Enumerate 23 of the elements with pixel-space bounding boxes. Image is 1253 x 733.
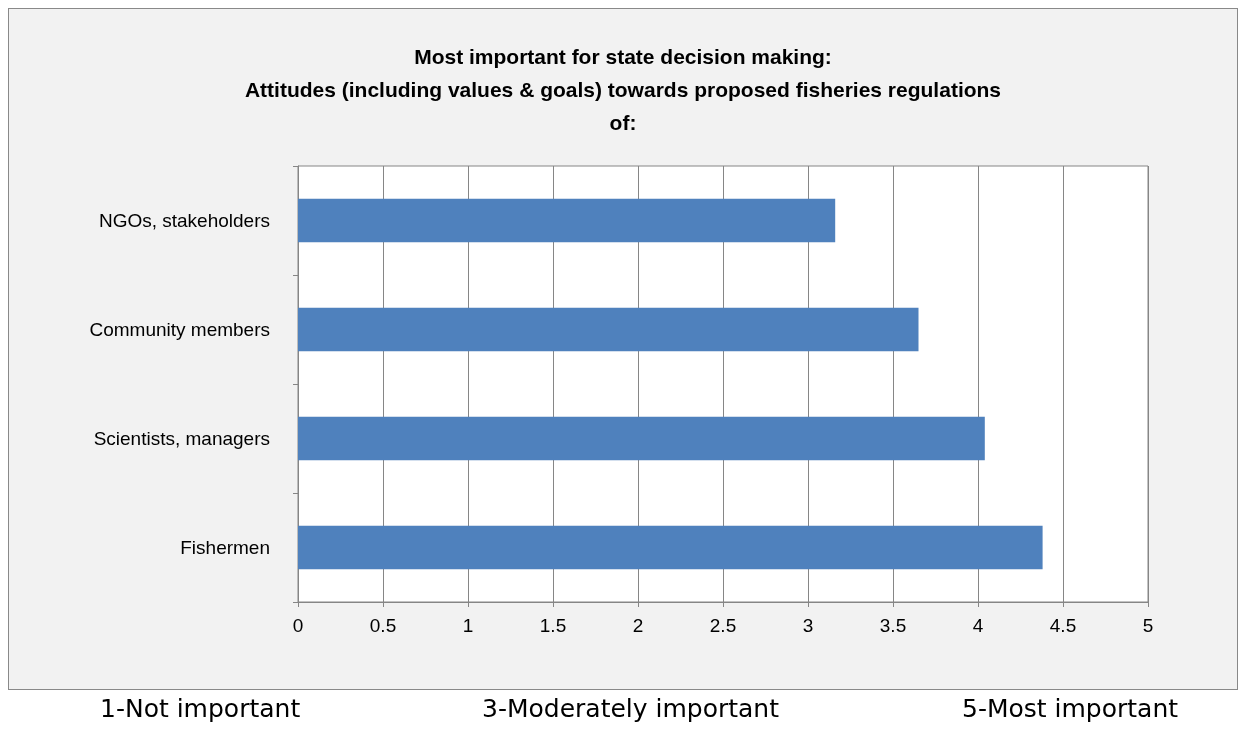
x-tick-label: 3 bbox=[802, 615, 814, 636]
text: 3-Moderately important bbox=[482, 694, 780, 723]
y-tick-label: Community members bbox=[89, 319, 270, 340]
bar bbox=[298, 525, 1043, 570]
y-tick-label: Scientists, managers bbox=[93, 428, 270, 449]
x-tick-label: 2.5 bbox=[709, 615, 737, 636]
text: 5-Most important bbox=[962, 694, 1179, 723]
y-tick-label: NGOs, stakeholders bbox=[98, 210, 270, 231]
x-tick-label: 0.5 bbox=[369, 615, 397, 636]
x-tick-label: 5 bbox=[1142, 615, 1154, 636]
x-tick-label: 1 bbox=[462, 615, 474, 636]
bar bbox=[298, 198, 836, 243]
text: 1-Not important bbox=[100, 694, 301, 723]
bar bbox=[298, 416, 985, 461]
bar bbox=[298, 307, 919, 352]
x-tick-label: 3.5 bbox=[879, 615, 907, 636]
chart-title: Most important for state decision making: Attitudes (including values & goals) towards proposed fisheries regulations of: bbox=[244, 45, 1002, 134]
x-tick-label: 4.5 bbox=[1049, 615, 1077, 636]
x-tick-label: 2 bbox=[632, 615, 644, 636]
y-tick-label: Fishermen bbox=[180, 537, 270, 558]
x-tick-label: 4 bbox=[972, 615, 984, 636]
x-tick-label: 0 bbox=[292, 615, 304, 636]
x-tick-label: 1.5 bbox=[539, 615, 567, 636]
